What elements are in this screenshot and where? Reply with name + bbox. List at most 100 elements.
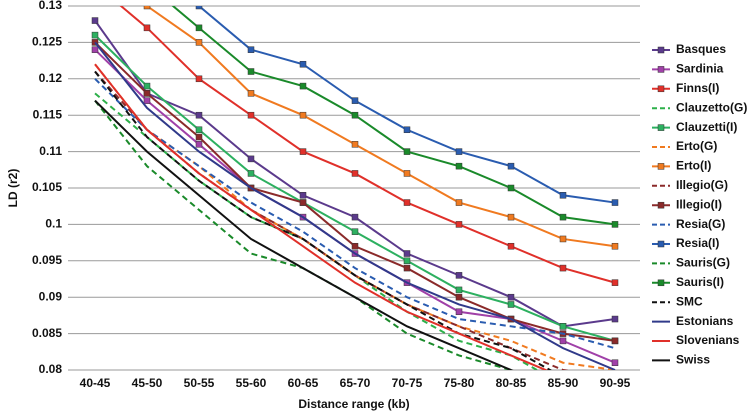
legend-label: Illegio(I) — [676, 197, 722, 211]
legend-label: Clauzetti(I) — [676, 120, 737, 134]
marker — [247, 90, 255, 97]
marker — [403, 199, 411, 206]
marker — [195, 24, 203, 32]
legend: Basques Sardinia Finns(I) Clauzetto(G) Clauz… — [652, 42, 747, 367]
marker — [507, 213, 515, 221]
marker — [91, 46, 99, 53]
series-line — [94, 99, 514, 370]
legend-label: Resia(I) — [676, 236, 719, 250]
marker — [611, 199, 619, 206]
legend-label: Swiss — [676, 353, 710, 367]
marker — [195, 6, 203, 10]
legend-label: Resia(G) — [676, 217, 725, 231]
marker — [507, 242, 515, 250]
marker — [299, 148, 307, 155]
y-tick-label: 0.13 — [39, 0, 63, 12]
marker — [299, 111, 307, 119]
marker — [143, 24, 151, 32]
series-line — [94, 78, 616, 350]
marker — [559, 213, 567, 221]
marker — [195, 133, 203, 141]
marker — [559, 264, 567, 272]
x-tick-label: 85-90 — [548, 376, 579, 390]
marker — [507, 301, 515, 308]
legend-marker — [657, 240, 665, 248]
marker — [91, 31, 99, 39]
marker — [559, 192, 567, 199]
legend-marker — [657, 279, 665, 287]
legend-label: Finns(I) — [676, 81, 719, 95]
legend-label: Erto(I) — [676, 159, 711, 173]
marker — [611, 337, 619, 345]
marker — [611, 315, 619, 323]
marker — [143, 97, 151, 104]
series-line — [94, 70, 553, 370]
marker — [351, 242, 359, 250]
y-tick-label: 0.105 — [32, 180, 62, 194]
marker — [91, 17, 99, 24]
y-tick-label: 0.085 — [32, 326, 62, 340]
marker — [455, 272, 463, 279]
marker — [403, 126, 411, 134]
y-axis-label: LD (r2) — [6, 169, 20, 208]
marker — [299, 192, 307, 199]
marker — [559, 323, 567, 330]
marker — [195, 126, 203, 134]
legend-marker — [657, 163, 665, 170]
marker — [247, 155, 255, 163]
legend-label: Basques — [676, 42, 726, 56]
marker — [455, 308, 463, 316]
marker — [143, 6, 151, 10]
legend-marker — [657, 201, 665, 209]
y-tick-label: 0.125 — [32, 35, 62, 49]
marker — [507, 184, 515, 192]
marker — [559, 337, 567, 345]
marker — [299, 60, 307, 68]
marker — [611, 221, 619, 228]
legend-label: Estonians — [676, 314, 734, 328]
plot-area — [91, 6, 619, 370]
marker — [611, 359, 619, 366]
marker — [403, 264, 411, 272]
x-tick-label: 60-65 — [288, 376, 319, 390]
marker — [247, 111, 255, 119]
legend-label: Erto(G) — [676, 139, 717, 153]
marker — [299, 82, 307, 90]
y-tick-label: 0.095 — [32, 253, 62, 267]
marker — [455, 199, 463, 206]
y-tick-label: 0.09 — [39, 289, 63, 303]
x-tick-label: 70-75 — [392, 376, 423, 390]
marker — [351, 141, 359, 148]
legend-marker — [657, 66, 665, 73]
marker — [403, 148, 411, 155]
marker — [143, 82, 151, 90]
y-tick-label: 0.11 — [39, 144, 62, 158]
marker — [455, 221, 463, 228]
y-tick-label: 0.115 — [33, 107, 63, 121]
marker — [195, 75, 203, 83]
x-tick-label: 55-60 — [236, 376, 267, 390]
legend-marker — [657, 46, 665, 54]
x-tick-label: 45-50 — [132, 376, 163, 390]
legend-label: Illegio(G) — [676, 178, 728, 192]
marker — [455, 162, 463, 170]
grid — [68, 5, 640, 371]
x-tick-label: 40-45 — [80, 376, 111, 390]
marker — [611, 242, 619, 250]
x-tick-label: 80-85 — [496, 376, 527, 390]
legend-marker — [657, 85, 665, 93]
marker — [247, 68, 255, 75]
marker — [455, 148, 463, 155]
legend-label: Sardinia — [676, 62, 724, 76]
legend-label: Sauris(G) — [676, 256, 730, 270]
marker — [559, 235, 567, 243]
legend-label: Slovenians — [676, 333, 740, 347]
x-tick-label: 90-95 — [600, 376, 631, 390]
marker — [403, 170, 411, 177]
marker — [403, 257, 411, 265]
legend-label: SMC — [676, 294, 703, 308]
marker — [611, 279, 619, 286]
marker — [247, 46, 255, 53]
y-tick-label: 0.1 — [45, 217, 62, 231]
marker — [195, 141, 203, 148]
